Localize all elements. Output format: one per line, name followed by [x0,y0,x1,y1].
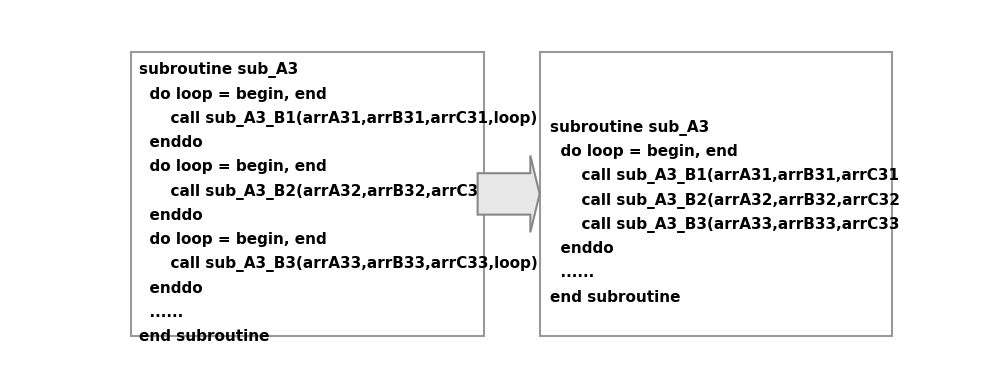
Text: call sub_A3_B1(arrA31,arrB31,arrC31,loop): call sub_A3_B1(arrA31,arrB31,arrC31,loop… [550,169,948,184]
Text: call sub_A3_B3(arrA33,arrB33,arrC33,loop): call sub_A3_B3(arrA33,arrB33,arrC33,loop… [139,256,538,272]
Text: end subroutine: end subroutine [550,290,680,305]
Polygon shape [478,156,540,232]
Text: end subroutine: end subroutine [139,329,269,344]
Text: call sub_A3_B2(arrA32,arrB32,arrC32,loop): call sub_A3_B2(arrA32,arrB32,arrC32,loop… [550,193,949,209]
Text: call sub_A3_B3(arrA33,arrB33,arrC33,loop): call sub_A3_B3(arrA33,arrB33,arrC33,loop… [550,217,948,233]
Text: subroutine sub_A3: subroutine sub_A3 [139,62,298,78]
Text: enddo: enddo [139,208,203,223]
Text: ......: ...... [550,265,594,280]
Text: subroutine sub_A3: subroutine sub_A3 [550,120,709,136]
FancyBboxPatch shape [131,52,484,336]
Text: do loop = begin, end: do loop = begin, end [139,232,327,247]
FancyBboxPatch shape [540,52,892,336]
Text: do loop = begin, end: do loop = begin, end [550,144,737,159]
Text: enddo: enddo [139,135,203,150]
Text: enddo: enddo [139,281,203,296]
Text: call sub_A3_B2(arrA32,arrB32,arrC32,loop): call sub_A3_B2(arrA32,arrB32,arrC32,loop… [139,184,538,200]
Text: enddo: enddo [550,241,613,256]
Text: call sub_A3_B1(arrA31,arrB31,arrC31,loop): call sub_A3_B1(arrA31,arrB31,arrC31,loop… [139,111,537,127]
Text: do loop = begin, end: do loop = begin, end [139,86,327,102]
Text: do loop = begin, end: do loop = begin, end [139,159,327,174]
Text: ......: ...... [139,305,183,320]
